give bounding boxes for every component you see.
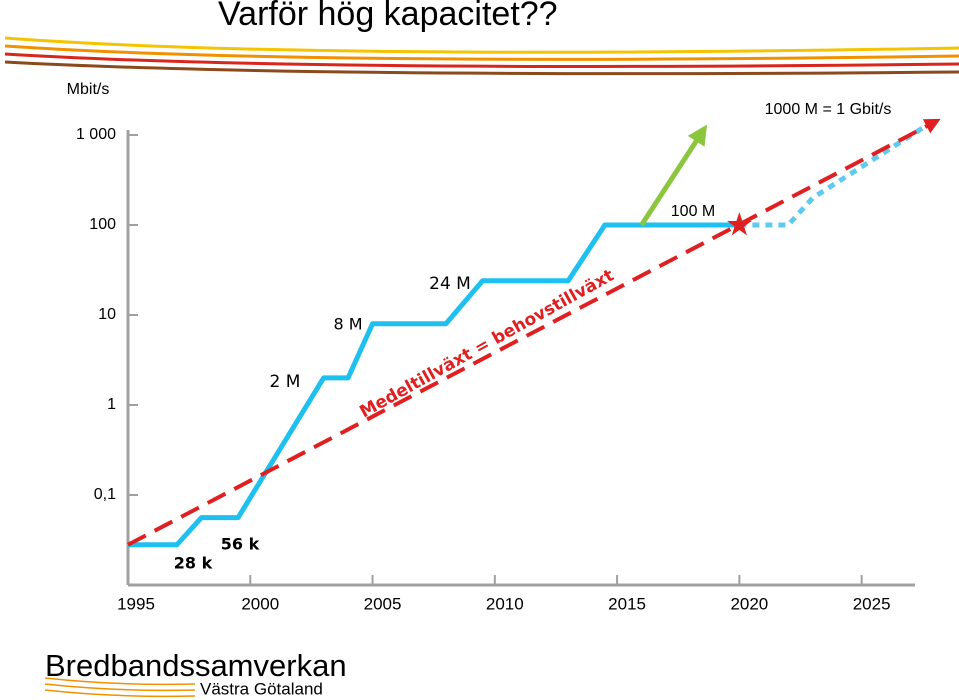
annotation: 100 M <box>671 203 715 220</box>
logo-swoosh <box>44 677 196 698</box>
plot: 1 000 100 10 1 0,1 1995 2000 2005 2010 2015 2020 20… <box>76 101 941 613</box>
header-swoosh <box>4 36 959 76</box>
logo: Bredbandssamverkan Västra Götaland <box>44 648 347 698</box>
annotation: 24 M <box>429 274 471 294</box>
x-tick-label: 2000 <box>241 594 279 613</box>
x-tick-label: 2025 <box>853 594 891 613</box>
x-tick-label: 2015 <box>608 594 646 613</box>
annotation: 1000 M = 1 Gbit/s <box>765 101 892 118</box>
series-line <box>128 222 740 548</box>
series-line <box>739 125 925 228</box>
series-line <box>639 124 708 227</box>
x-tick-label: 2010 <box>486 594 524 613</box>
annotation: 28 k <box>174 554 213 573</box>
chart-title: Varför hög kapacitet?? <box>218 0 558 33</box>
y-tick-label: 10 <box>98 306 116 323</box>
x-tick-label: 2005 <box>364 594 402 613</box>
annotation: 2 M <box>270 372 301 392</box>
logo-region: Västra Götaland <box>200 679 323 698</box>
annotation: 56 k <box>221 535 260 554</box>
y-axis-label: Mbit/s <box>67 81 110 98</box>
y-tick-label: 1 <box>107 396 116 413</box>
x-tick-label: 2020 <box>730 594 768 613</box>
annotation: 8 M <box>333 315 362 334</box>
logo-name: Bredbandssamverkan <box>45 648 347 683</box>
star-marker <box>727 212 752 236</box>
y-tick-label: 1 000 <box>76 126 116 143</box>
series-line <box>127 118 941 547</box>
annotation: Medeltillväxt = behovstillväxt <box>357 266 618 423</box>
y-tick-label: 0,1 <box>94 486 116 503</box>
x-tick-label: 1995 <box>117 594 155 613</box>
y-tick-label: 100 <box>89 216 116 233</box>
